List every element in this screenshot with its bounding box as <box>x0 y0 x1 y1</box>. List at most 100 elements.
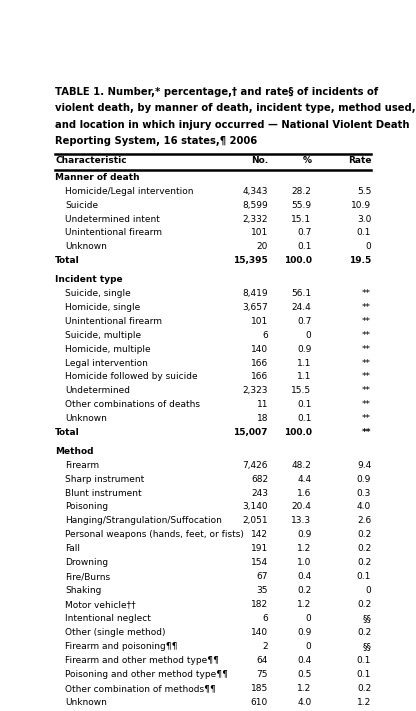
Text: Rate: Rate <box>348 156 371 166</box>
Text: 142: 142 <box>251 530 268 540</box>
Text: 9.4: 9.4 <box>357 461 371 469</box>
Text: 19.5: 19.5 <box>349 257 371 265</box>
Text: 5.5: 5.5 <box>357 186 371 196</box>
Text: §§: §§ <box>362 642 371 651</box>
Text: 0.1: 0.1 <box>297 242 312 252</box>
Text: 682: 682 <box>251 474 268 483</box>
Text: 0.1: 0.1 <box>357 228 371 237</box>
Text: 140: 140 <box>251 628 268 637</box>
Text: Undetermined: Undetermined <box>65 386 130 395</box>
Text: 2,051: 2,051 <box>243 516 268 525</box>
Text: 2: 2 <box>262 642 268 651</box>
Text: 101: 101 <box>251 316 268 326</box>
Text: Personal weapons (hands, feet, or fists): Personal weapons (hands, feet, or fists) <box>65 530 244 540</box>
Text: 55.9: 55.9 <box>291 201 312 210</box>
Text: 7,426: 7,426 <box>243 461 268 469</box>
Text: Method: Method <box>55 447 94 456</box>
Text: Undetermined intent: Undetermined intent <box>65 215 160 223</box>
Text: **: ** <box>362 303 371 311</box>
Text: Firearm and poisoning¶¶: Firearm and poisoning¶¶ <box>65 642 177 651</box>
Text: 35: 35 <box>257 587 268 595</box>
Text: **: ** <box>362 386 371 395</box>
Text: 11: 11 <box>257 400 268 410</box>
Text: 0.2: 0.2 <box>357 558 371 567</box>
Text: Other combination of methods¶¶: Other combination of methods¶¶ <box>65 684 216 693</box>
Text: 15,395: 15,395 <box>233 257 268 265</box>
Text: 0.4: 0.4 <box>297 572 312 582</box>
Text: Total: Total <box>55 257 80 265</box>
Text: 0: 0 <box>365 587 371 595</box>
Text: %: % <box>302 156 312 166</box>
Text: Poisoning and other method type¶¶: Poisoning and other method type¶¶ <box>65 670 228 679</box>
Text: 100.0: 100.0 <box>284 428 312 437</box>
Text: 48.2: 48.2 <box>292 461 312 469</box>
Text: 0.2: 0.2 <box>357 628 371 637</box>
Text: 0.9: 0.9 <box>357 474 371 483</box>
Text: 1.6: 1.6 <box>297 488 312 498</box>
Text: 4.0: 4.0 <box>357 503 371 511</box>
Text: Legal intervention: Legal intervention <box>65 358 148 368</box>
Text: Homicide followed by suicide: Homicide followed by suicide <box>65 373 198 382</box>
Text: Unknown: Unknown <box>65 242 107 252</box>
Text: 3.0: 3.0 <box>357 215 371 223</box>
Text: Motor vehicle††: Motor vehicle†† <box>65 600 136 609</box>
Text: **: ** <box>362 400 371 410</box>
Text: 0.7: 0.7 <box>297 316 312 326</box>
Text: 166: 166 <box>251 358 268 368</box>
Text: 154: 154 <box>251 558 268 567</box>
Text: **: ** <box>362 289 371 298</box>
Text: Shaking: Shaking <box>65 587 101 595</box>
Text: Suicide: Suicide <box>65 201 98 210</box>
Text: Characteristic: Characteristic <box>55 156 127 166</box>
Text: 182: 182 <box>251 600 268 609</box>
Text: 64: 64 <box>257 656 268 665</box>
Text: 15.5: 15.5 <box>291 386 312 395</box>
Text: Hanging/Strangulation/Suffocation: Hanging/Strangulation/Suffocation <box>65 516 222 525</box>
Text: 100.0: 100.0 <box>284 257 312 265</box>
Text: 185: 185 <box>251 684 268 693</box>
Text: 0: 0 <box>306 614 312 623</box>
Text: No.: No. <box>251 156 268 166</box>
Text: 8,419: 8,419 <box>243 289 268 298</box>
Text: 243: 243 <box>251 488 268 498</box>
Text: 75: 75 <box>257 670 268 679</box>
Text: Incident type: Incident type <box>55 274 123 284</box>
Text: 56.1: 56.1 <box>291 289 312 298</box>
Text: 0.5: 0.5 <box>297 670 312 679</box>
Text: 0.9: 0.9 <box>297 530 312 540</box>
Text: **: ** <box>362 331 371 340</box>
Text: 4,343: 4,343 <box>243 186 268 196</box>
Text: 0: 0 <box>365 242 371 252</box>
Text: 1.2: 1.2 <box>297 545 312 553</box>
Text: 0.4: 0.4 <box>297 656 312 665</box>
Text: Total: Total <box>55 428 80 437</box>
Text: 6: 6 <box>262 614 268 623</box>
Text: 4.0: 4.0 <box>297 698 312 707</box>
Text: 0: 0 <box>306 331 312 340</box>
Text: 0.9: 0.9 <box>297 628 312 637</box>
Text: Reporting System, 16 states,¶ 2006: Reporting System, 16 states,¶ 2006 <box>55 137 258 146</box>
Text: Drowning: Drowning <box>65 558 108 567</box>
Text: 0.3: 0.3 <box>357 488 371 498</box>
Text: Other (single method): Other (single method) <box>65 628 166 637</box>
Text: 0.9: 0.9 <box>297 345 312 353</box>
Text: 1.2: 1.2 <box>357 698 371 707</box>
Text: Unknown: Unknown <box>65 698 107 707</box>
Text: 6: 6 <box>262 331 268 340</box>
Text: Suicide, single: Suicide, single <box>65 289 131 298</box>
Text: 2,323: 2,323 <box>243 386 268 395</box>
Text: 3,657: 3,657 <box>242 303 268 311</box>
Text: 4.4: 4.4 <box>297 474 312 483</box>
Text: 28.2: 28.2 <box>292 186 312 196</box>
Text: 0.1: 0.1 <box>357 656 371 665</box>
Text: 24.4: 24.4 <box>292 303 312 311</box>
Text: 0.1: 0.1 <box>297 400 312 410</box>
Text: 2.6: 2.6 <box>357 516 371 525</box>
Text: 67: 67 <box>257 572 268 582</box>
Text: 1.1: 1.1 <box>297 358 312 368</box>
Text: 0.2: 0.2 <box>357 545 371 553</box>
Text: 10.9: 10.9 <box>351 201 371 210</box>
Text: 2,332: 2,332 <box>243 215 268 223</box>
Text: Homicide, single: Homicide, single <box>65 303 140 311</box>
Text: Manner of death: Manner of death <box>55 173 140 181</box>
